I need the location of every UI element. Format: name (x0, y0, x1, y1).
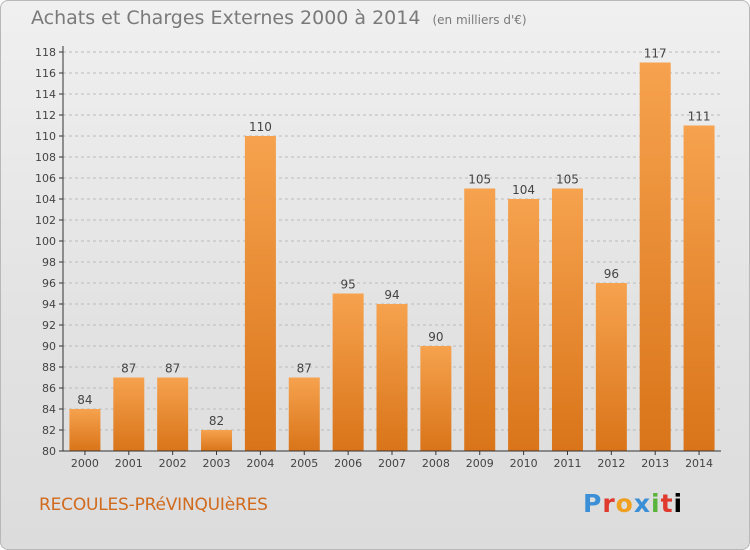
y-tick-label: 82 (42, 424, 56, 437)
logo-letter: P (583, 489, 602, 518)
x-tick-label: 2009 (466, 457, 494, 470)
y-tick-label: 80 (42, 445, 56, 458)
bar (245, 136, 276, 451)
bar (201, 430, 232, 451)
y-tick-label: 102 (35, 214, 56, 227)
bar-chart: 80 82 84 86 88 90 92 94 96 98 100 102 104 106 108 110 11… (1, 1, 750, 550)
y-tick-label: 112 (35, 109, 56, 122)
bar (684, 126, 715, 452)
x-tick-label: 2012 (597, 457, 625, 470)
logo-letter: x (634, 489, 651, 518)
y-tick-label: 96 (42, 277, 56, 290)
bar-value-label: 90 (428, 330, 443, 344)
y-tick-label: 116 (35, 67, 56, 80)
x-tick-label: 2002 (159, 457, 187, 470)
bar (289, 378, 320, 452)
y-tick-label: 100 (35, 235, 56, 248)
x-tick-label: 2007 (378, 457, 406, 470)
y-tick-label: 90 (42, 340, 56, 353)
x-tick-label: 2001 (115, 457, 143, 470)
bar-value-label: 96 (604, 267, 619, 281)
bar (69, 409, 100, 451)
y-tick-label: 86 (42, 382, 56, 395)
y-tick-label: 108 (35, 151, 56, 164)
x-tick-label: 2005 (290, 457, 318, 470)
bar (157, 378, 188, 452)
logo-letter: t (661, 489, 674, 518)
y-tick-label: 106 (35, 172, 56, 185)
y-tick-label: 94 (42, 298, 56, 311)
bar-value-label: 87 (297, 362, 312, 376)
bar (640, 63, 671, 452)
bar (552, 189, 583, 452)
bar-value-label: 111 (688, 110, 711, 124)
bar-value-label: 87 (121, 362, 136, 376)
bar (596, 283, 627, 451)
x-tick-label: 2003 (203, 457, 231, 470)
logo-letter: i (651, 489, 661, 518)
y-tick-label: 110 (35, 130, 56, 143)
y-tick-label: 92 (42, 319, 56, 332)
y-tick-label: 84 (42, 403, 56, 416)
x-tick-label: 2006 (334, 457, 362, 470)
x-tick-label: 2008 (422, 457, 450, 470)
bar-value-label: 105 (468, 173, 491, 187)
commune-name: RECOULES-PRéVINQUIèRES (39, 495, 268, 515)
proxiti-logo[interactable]: Proxiti (583, 489, 683, 518)
logo-letter: o (616, 489, 634, 518)
x-tick-label: 2011 (553, 457, 581, 470)
y-tick-label: 114 (35, 88, 56, 101)
bar-value-label: 82 (209, 414, 224, 428)
x-tick-label: 2010 (510, 457, 538, 470)
x-tick-label: 2000 (71, 457, 99, 470)
x-tick-label: 2014 (685, 457, 713, 470)
bar (113, 378, 144, 452)
y-tick-label: 88 (42, 361, 56, 374)
y-tick-label: 98 (42, 256, 56, 269)
bar-value-label: 95 (340, 278, 355, 292)
x-tick-label: 2013 (641, 457, 669, 470)
y-tick-label: 118 (35, 46, 56, 59)
bar-value-label: 105 (556, 173, 579, 187)
bar (377, 304, 408, 451)
bar-value-label: 110 (249, 120, 272, 134)
bar (420, 346, 451, 451)
bar-value-label: 117 (644, 47, 667, 61)
x-tick-label: 2004 (246, 457, 274, 470)
bar-value-label: 87 (165, 362, 180, 376)
bar (464, 189, 495, 452)
bar (508, 199, 539, 451)
bar-value-label: 84 (77, 393, 92, 407)
chart-frame: Achats et Charges Externes 2000 à 2014 (e… (0, 0, 750, 550)
y-tick-label: 104 (35, 193, 56, 206)
logo-letter: i (674, 489, 684, 518)
bar-value-label: 94 (384, 288, 399, 302)
logo-letter: r (602, 489, 615, 518)
bar (333, 294, 364, 452)
bar-value-label: 104 (512, 183, 535, 197)
